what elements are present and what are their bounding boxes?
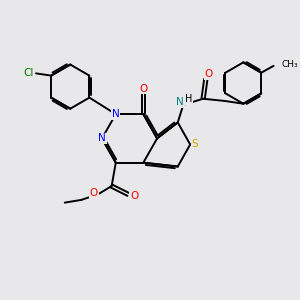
Text: N: N <box>98 134 106 143</box>
Text: CH₃: CH₃ <box>282 60 298 69</box>
Text: H: H <box>184 94 192 104</box>
Text: O: O <box>90 188 98 198</box>
Text: Cl: Cl <box>23 68 34 78</box>
Text: O: O <box>205 69 213 79</box>
Text: S: S <box>192 140 198 149</box>
Text: O: O <box>130 191 138 201</box>
Text: O: O <box>139 83 147 94</box>
Text: N: N <box>112 109 120 119</box>
Text: N: N <box>176 97 184 107</box>
